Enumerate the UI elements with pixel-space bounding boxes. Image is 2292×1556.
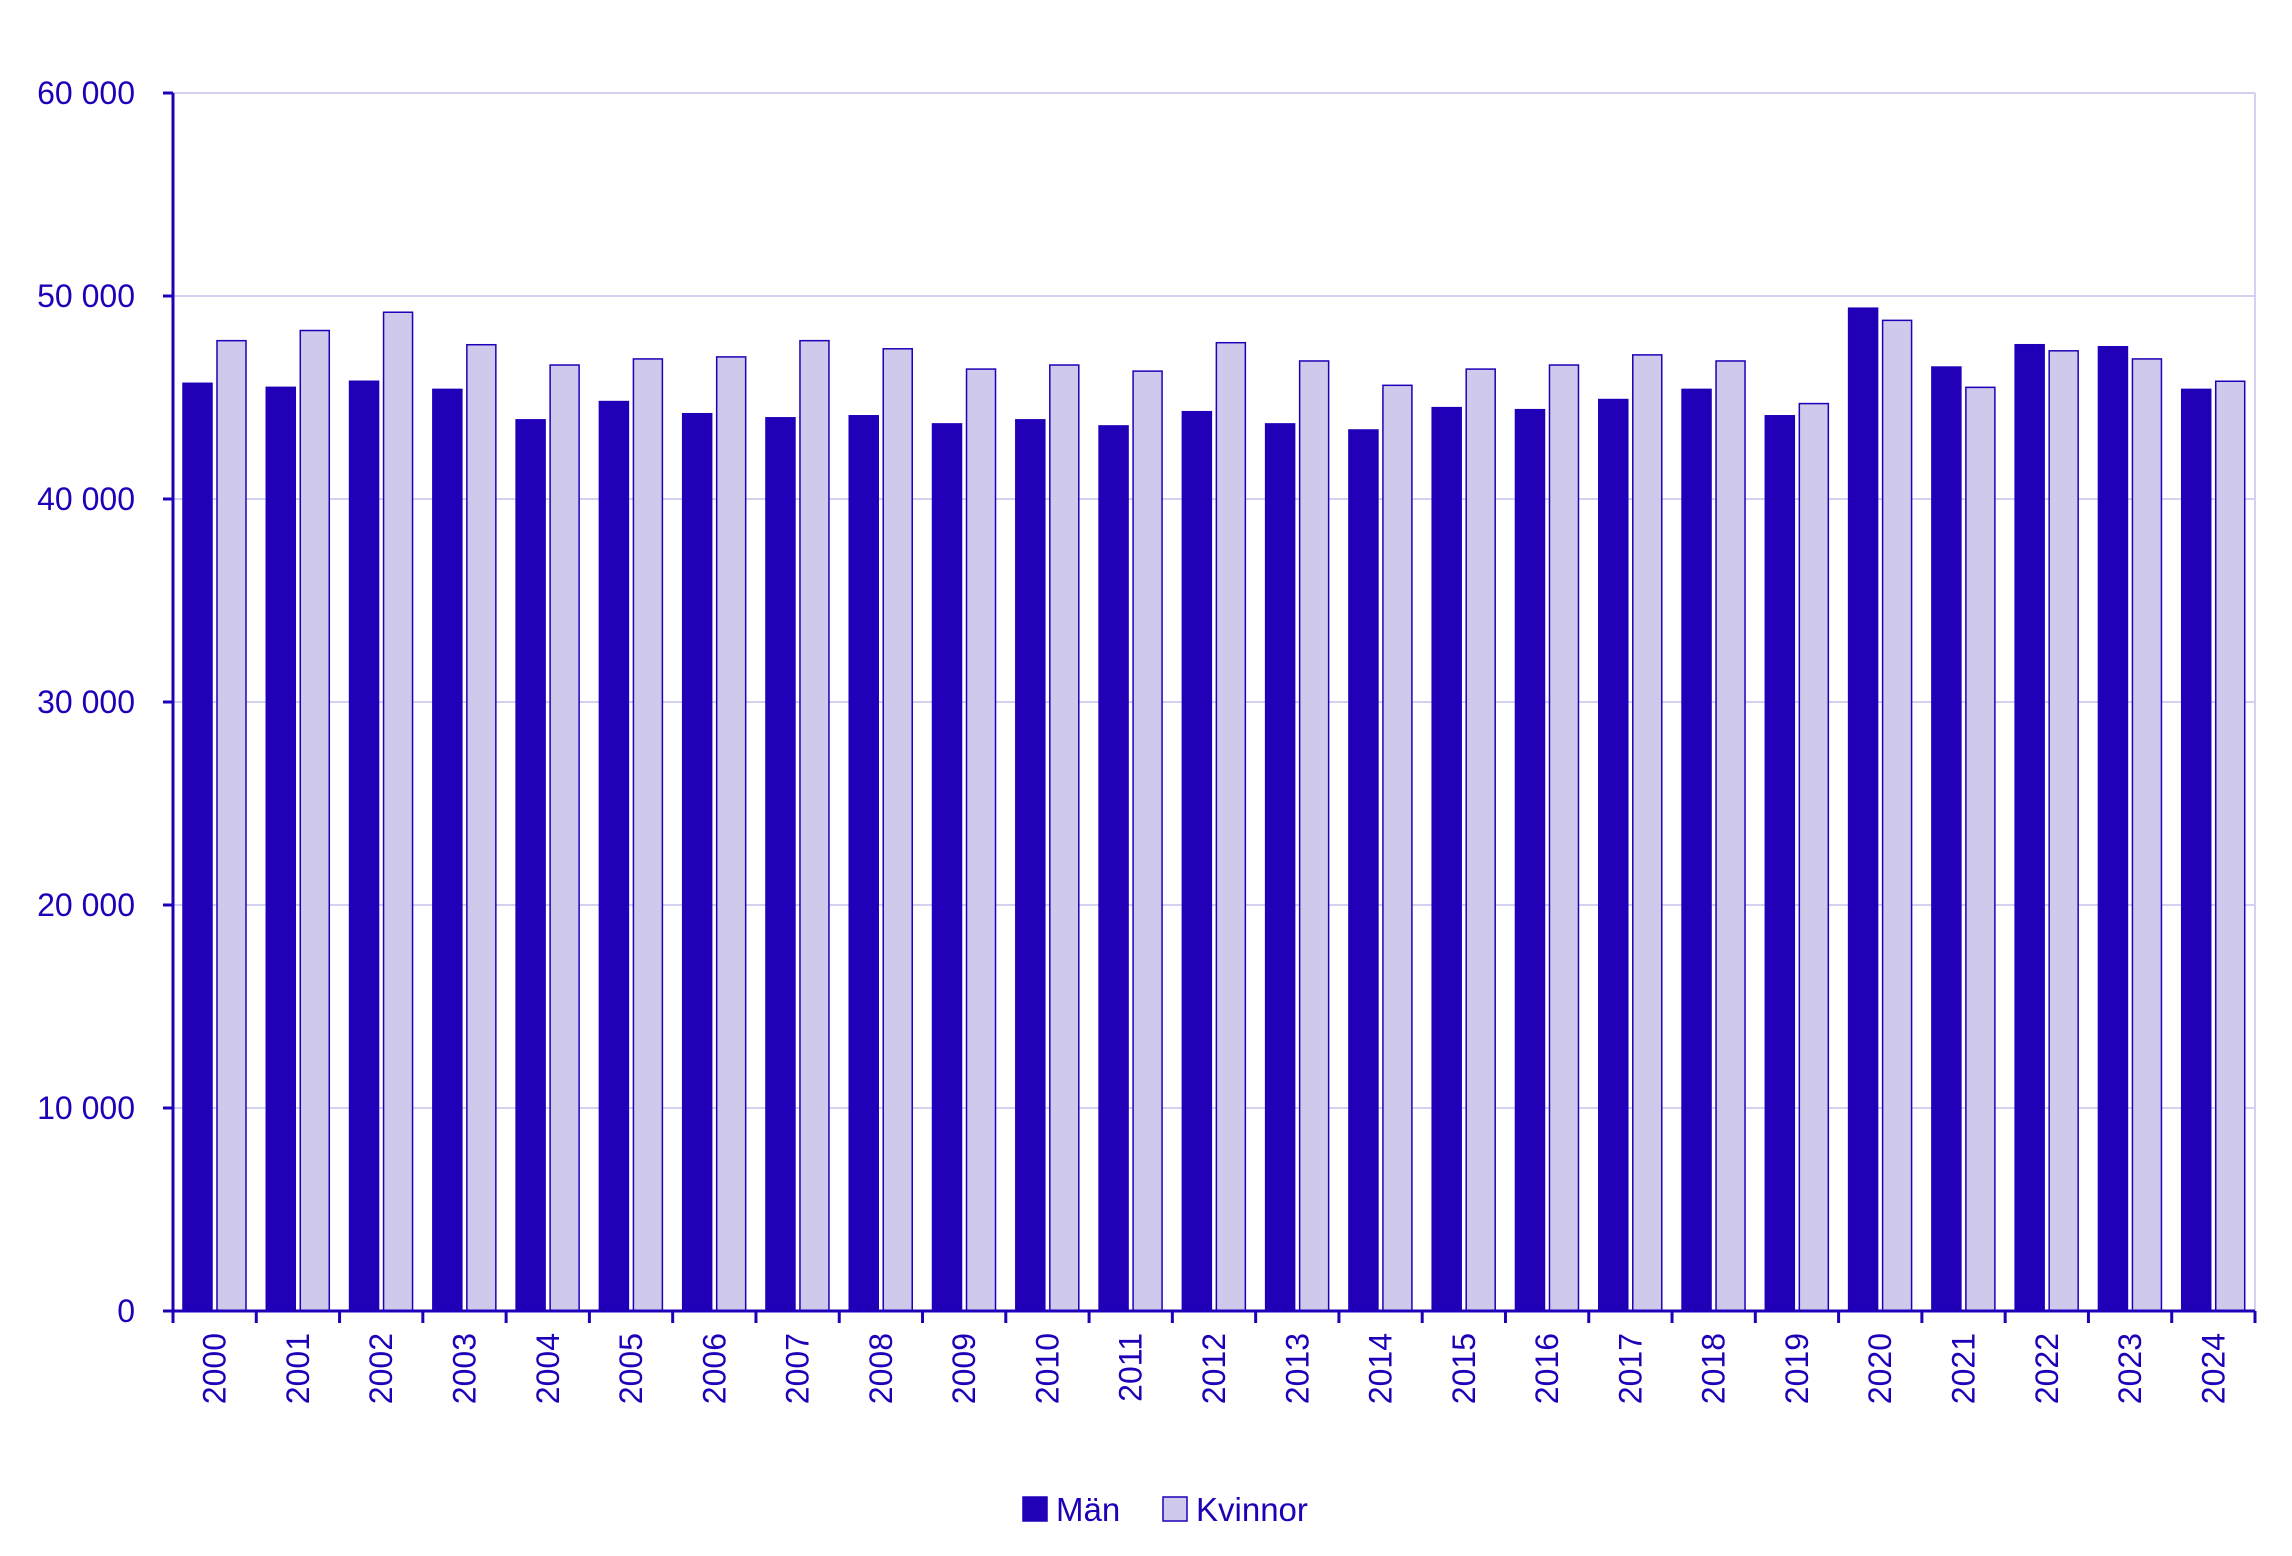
axes [163, 91, 2257, 1323]
x-tick-label-2019: 2019 [1779, 1333, 1815, 1404]
y-tick-label: 20 000 [37, 887, 135, 923]
x-tick-label-2003: 2003 [446, 1333, 482, 1404]
bar-kvinnor-2005 [632, 358, 664, 1312]
x-tick-label-2011: 2011 [1113, 1333, 1149, 1402]
bar-kvinnor-2020 [1881, 319, 1913, 1312]
y-tick-label: 40 000 [37, 481, 135, 517]
bar-man-2023 [2097, 346, 2129, 1312]
bar-kvinnor-2024 [2214, 380, 2246, 1312]
bar-man-2006 [681, 412, 713, 1312]
bar-man-2005 [598, 400, 630, 1312]
bar-man-2003 [432, 388, 463, 1312]
x-tick-label-2001: 2001 [280, 1333, 316, 1404]
y-tick-labels: 0 10 000 20 000 30 000 40 000 50 000 60 000 [37, 75, 135, 1329]
x-tick-label-2017: 2017 [1612, 1333, 1648, 1404]
bar-kvinnor-2002 [382, 311, 414, 1312]
bar-man-2011 [1098, 425, 1129, 1312]
bar-man-2007 [765, 417, 796, 1312]
bar-man-2010 [1015, 419, 1046, 1312]
bar-man-2012 [1181, 410, 1213, 1312]
bar-man-2000 [182, 382, 213, 1312]
x-tick-label-2006: 2006 [696, 1333, 732, 1404]
x-tick-label-2014: 2014 [1363, 1333, 1399, 1404]
y-tick-label: 0 [117, 1293, 135, 1329]
bar-kvinnor-2003 [466, 343, 497, 1312]
x-tick-label-2000: 2000 [197, 1333, 233, 1404]
legend-label-man: Män [1056, 1491, 1120, 1528]
bar-kvinnor-2021 [1965, 386, 1996, 1312]
bar-kvinnor-2010 [1049, 364, 1080, 1312]
bar-kvinnor-2013 [1298, 360, 1330, 1312]
y-tick-label: 30 000 [37, 684, 135, 720]
x-tick-label-2009: 2009 [946, 1333, 982, 1404]
legend-label-kvinnor: Kvinnor [1196, 1491, 1308, 1528]
bar-kvinnor-2019 [1798, 402, 1830, 1312]
x-tick-label-2005: 2005 [613, 1333, 649, 1404]
x-tick-label-2015: 2015 [1446, 1333, 1482, 1404]
bar-man-2004 [515, 419, 546, 1312]
legend-swatch-man [1022, 1496, 1048, 1522]
bar-man-2008 [848, 415, 879, 1312]
bar-man-2016 [1514, 408, 1546, 1312]
bar-kvinnor-2001 [299, 329, 331, 1312]
bar-man-2019 [1764, 415, 1796, 1312]
x-tick-label-2016: 2016 [1529, 1333, 1565, 1404]
bar-man-2009 [931, 423, 963, 1312]
x-tick-label-2008: 2008 [863, 1333, 899, 1404]
bar-kvinnor-2018 [1715, 360, 1746, 1312]
x-tick-label-2022: 2022 [2029, 1333, 2065, 1404]
x-tick-label-2013: 2013 [1279, 1333, 1315, 1404]
bar-kvinnor-2007 [799, 339, 830, 1312]
bars [182, 307, 2246, 1312]
y-tick-label: 50 000 [37, 278, 135, 314]
bar-man-2015 [1431, 406, 1462, 1312]
x-tick-label-2018: 2018 [1696, 1333, 1732, 1404]
x-tick-label-2024: 2024 [2195, 1333, 2231, 1404]
bar-kvinnor-2016 [1548, 364, 1580, 1312]
x-tick-label-2002: 2002 [363, 1333, 399, 1404]
x-tick-label-2021: 2021 [1946, 1333, 1982, 1404]
x-tick-label-2023: 2023 [2112, 1333, 2148, 1404]
bar-man-2022 [2014, 343, 2045, 1312]
bar-kvinnor-2009 [965, 368, 997, 1312]
x-tick-label-2010: 2010 [1029, 1333, 1065, 1404]
x-tick-label-2007: 2007 [780, 1333, 816, 1404]
bar-man-2020 [1847, 307, 1879, 1312]
x-tick-label-2020: 2020 [1862, 1333, 1898, 1404]
bar-man-2001 [265, 386, 297, 1312]
legend: Män Kvinnor [1022, 1491, 1308, 1528]
bar-kvinnor-2006 [715, 356, 747, 1312]
x-tick-labels: 2000 2001 2002 2003 2004 2005 2006 2007 2008 2009… [197, 1333, 2232, 1404]
bar-kvinnor-2014 [1382, 384, 1413, 1312]
bar-kvinnor-2004 [549, 364, 580, 1312]
bar-kvinnor-2000 [216, 339, 247, 1312]
y-tick-label: 10 000 [37, 1090, 135, 1126]
bar-man-2014 [1348, 429, 1379, 1312]
bar-man-2024 [2180, 388, 2212, 1312]
legend-swatch-kvinnor [1162, 1496, 1188, 1522]
bar-kvinnor-2008 [882, 348, 913, 1312]
x-tick-label-2004: 2004 [530, 1333, 566, 1404]
bar-man-2017 [1598, 398, 1629, 1312]
bar-man-2018 [1681, 388, 1712, 1312]
bar-man-2013 [1264, 423, 1296, 1312]
bar-kvinnor-2015 [1465, 368, 1496, 1312]
bar-kvinnor-2012 [1215, 341, 1247, 1312]
x-tick-label-2012: 2012 [1196, 1333, 1232, 1404]
bar-kvinnor-2023 [2131, 358, 2163, 1312]
bar-kvinnor-2017 [1632, 354, 1663, 1312]
bar-man-2021 [1931, 366, 1962, 1312]
bar-kvinnor-2011 [1132, 370, 1163, 1312]
bar-man-2002 [348, 380, 380, 1312]
bar-kvinnor-2022 [2048, 350, 2079, 1312]
y-tick-label: 60 000 [37, 75, 135, 111]
